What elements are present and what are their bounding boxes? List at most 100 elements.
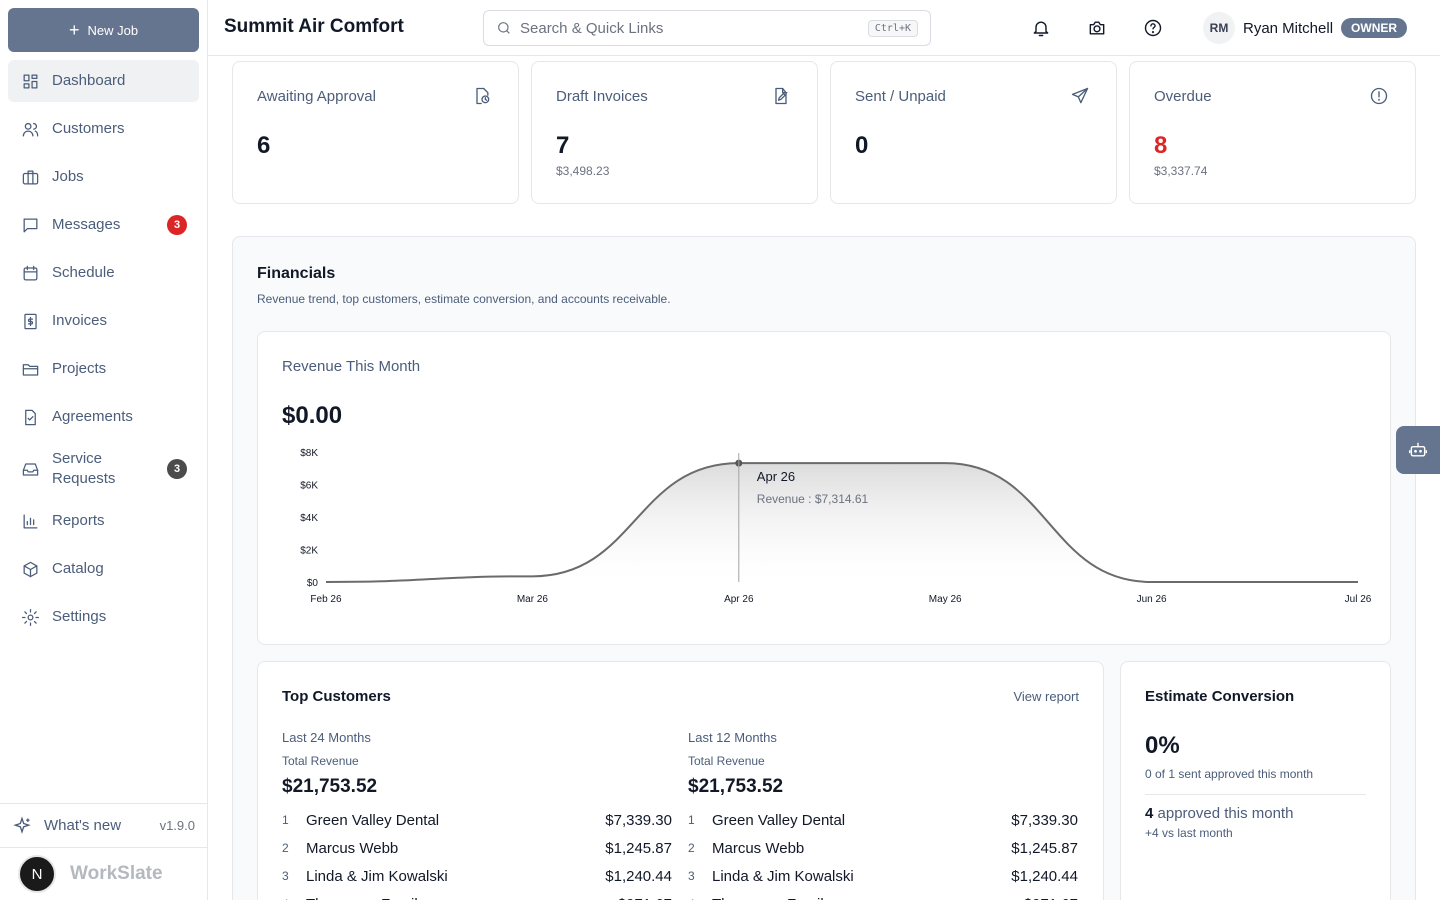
- agreement-icon: [20, 407, 40, 427]
- stat-value: 0: [855, 132, 869, 159]
- sidebar-footer: What's new v1.9.0 N WorkSlate: [0, 803, 207, 900]
- briefcase-icon: [20, 167, 40, 187]
- brand: N WorkSlate: [0, 848, 207, 900]
- view-report-link[interactable]: View report: [1013, 689, 1079, 704]
- sidebar-item-reports[interactable]: Reports: [8, 500, 199, 542]
- sidebar-item-settings[interactable]: Settings: [8, 596, 199, 638]
- stat-card-awaiting-approval[interactable]: Awaiting Approval 6: [232, 61, 519, 204]
- revenue-card: Revenue This Month $0.00 $0 $2K $4K $6K $8K F…: [257, 331, 1391, 645]
- rank: 4: [282, 897, 306, 900]
- clock-file-icon: [472, 86, 494, 108]
- sidebar-item-label: Invoices: [52, 312, 108, 329]
- sidebar-item-label: Schedule: [52, 264, 115, 281]
- customer-row[interactable]: 3 Linda & Jim Kowalski $1,240.44: [282, 862, 672, 890]
- sidebar-item-invoices[interactable]: Invoices: [8, 300, 199, 342]
- customer-row[interactable]: 2 Marcus Webb $1,245.87: [282, 834, 672, 862]
- avatar: RM: [1203, 12, 1235, 44]
- customer-row[interactable]: 1 Green Valley Dental $7,339.30: [282, 806, 672, 834]
- dashboard-icon: [20, 71, 40, 91]
- total-revenue-label: Total Revenue: [282, 754, 359, 768]
- customer-name: Marcus Webb: [712, 839, 805, 857]
- bar-chart-icon: [20, 511, 40, 531]
- total-revenue-label: Total Revenue: [688, 754, 765, 768]
- assistant-button[interactable]: [1396, 426, 1440, 474]
- sidebar-item-label: Messages: [52, 216, 121, 233]
- sidebar-item-label: Projects: [52, 360, 107, 377]
- period-label: Last 12 Months: [688, 730, 777, 745]
- top-customers-title: Top Customers: [282, 688, 391, 705]
- edit-file-icon: [771, 86, 793, 108]
- users-icon: [20, 119, 40, 139]
- x-tick-label: May 26: [929, 594, 962, 605]
- sidebar-item-dashboard[interactable]: Dashboard: [8, 60, 199, 102]
- sidebar-item-label: Service Requests: [52, 450, 116, 487]
- bell-icon: [1033, 21, 1049, 37]
- customer-row[interactable]: 3 Linda & Jim Kowalski $1,240.44: [688, 862, 1078, 890]
- customer-amount: $971.67: [618, 896, 672, 900]
- y-tick-label: $6K: [300, 481, 318, 492]
- x-tick-label: Jun 26: [1137, 594, 1167, 605]
- search-input[interactable]: Search & Quick Links Ctrl+K: [483, 10, 931, 46]
- help-button[interactable]: [1141, 16, 1165, 40]
- customer-name: Green Valley Dental: [306, 811, 440, 829]
- new-job-button[interactable]: + New Job: [8, 8, 199, 52]
- stat-card-draft-invoices[interactable]: Draft Invoices 7 $3,498.23: [531, 61, 818, 204]
- notifications-button[interactable]: [1029, 16, 1053, 40]
- top-customers-card: Top Customers View report Last 24 Months…: [257, 661, 1104, 900]
- sidebar-item-projects[interactable]: Projects: [8, 348, 199, 390]
- customer-amount: $7,339.30: [605, 811, 672, 829]
- customer-amount: $1,240.44: [1011, 867, 1078, 885]
- sidebar-item-messages[interactable]: Messages 3: [8, 204, 199, 246]
- customer-row[interactable]: 4Thompson Family$971.67: [688, 890, 1078, 900]
- customer-row[interactable]: 2 Marcus Webb $1,245.87: [688, 834, 1078, 862]
- revenue-chart[interactable]: $0 $2K $4K $6K $8K Feb 26 Mar 26 Apr 26 May 26 Ju…: [258, 332, 1392, 646]
- customer-row[interactable]: 4Thompson Family$971.67: [282, 890, 672, 900]
- customer-amount: $1,245.87: [605, 839, 672, 857]
- x-tick-label: Apr 26: [724, 594, 754, 605]
- sidebar-item-service-requests[interactable]: Service Requests 3: [8, 444, 199, 494]
- financials-title: Financials: [257, 265, 336, 282]
- whats-new-link[interactable]: What's new v1.9.0: [0, 804, 207, 848]
- stat-label: Sent / Unpaid: [855, 88, 946, 105]
- bot-icon: [1408, 442, 1428, 457]
- stat-card-sent-unpaid[interactable]: Sent / Unpaid 0: [830, 61, 1117, 204]
- alert-circle-icon: [1369, 86, 1391, 108]
- approved-delta: +4 vs last month: [1145, 826, 1233, 840]
- stat-label: Awaiting Approval: [257, 88, 376, 105]
- conversion-percent: 0%: [1145, 732, 1180, 759]
- top-customers-column-24m: Last 24 Months Total Revenue $21,753.52 1 Gr…: [282, 730, 672, 900]
- rank: 1: [282, 813, 289, 827]
- sidebar-item-label: Customers: [52, 120, 125, 137]
- stat-label: Overdue: [1154, 88, 1212, 105]
- plus-icon: +: [68, 20, 80, 40]
- estimate-conversion-card: Estimate Conversion 0% 0 of 1 sent appro…: [1120, 661, 1391, 900]
- sidebar-item-label: Jobs: [52, 168, 84, 185]
- top-header: Summit Air Comfort Search & Quick Links …: [208, 0, 1440, 56]
- new-job-label: New Job: [87, 22, 139, 38]
- stat-value: 7: [556, 132, 570, 159]
- x-tick-label: Mar 26: [517, 594, 549, 605]
- user-menu[interactable]: RM Ryan Mitchell OWNER: [1203, 12, 1408, 44]
- box-icon: [20, 559, 40, 579]
- count-badge: 3: [167, 459, 187, 479]
- customer-name: Linda & Jim Kowalski: [712, 867, 854, 885]
- sidebar-item-customers[interactable]: Customers: [8, 108, 199, 150]
- workspace-avatar[interactable]: N: [18, 855, 56, 893]
- total-revenue-value: $21,753.52: [282, 776, 378, 797]
- sidebar-item-agreements[interactable]: Agreements: [8, 396, 199, 438]
- camera-icon: [1089, 21, 1105, 35]
- camera-button[interactable]: [1085, 16, 1109, 40]
- sidebar-item-schedule[interactable]: Schedule: [8, 252, 199, 294]
- stat-value: 8: [1154, 132, 1168, 159]
- sidebar-item-jobs[interactable]: Jobs: [8, 156, 199, 198]
- inbox-icon: [20, 459, 40, 479]
- sidebar-item-catalog[interactable]: Catalog: [8, 548, 199, 590]
- sidebar-item-label: Reports: [52, 512, 105, 529]
- rank: 2: [688, 841, 695, 855]
- period-label: Last 24 Months: [282, 730, 371, 745]
- top-customers-column-12m: Last 12 Months Total Revenue $21,753.52 1 Gr…: [688, 730, 1078, 900]
- stat-card-overdue[interactable]: Overdue 8 $3,337.74: [1129, 61, 1416, 204]
- customer-row[interactable]: 1 Green Valley Dental $7,339.30: [688, 806, 1078, 834]
- rank: 4: [688, 897, 712, 900]
- divider: [1145, 794, 1366, 795]
